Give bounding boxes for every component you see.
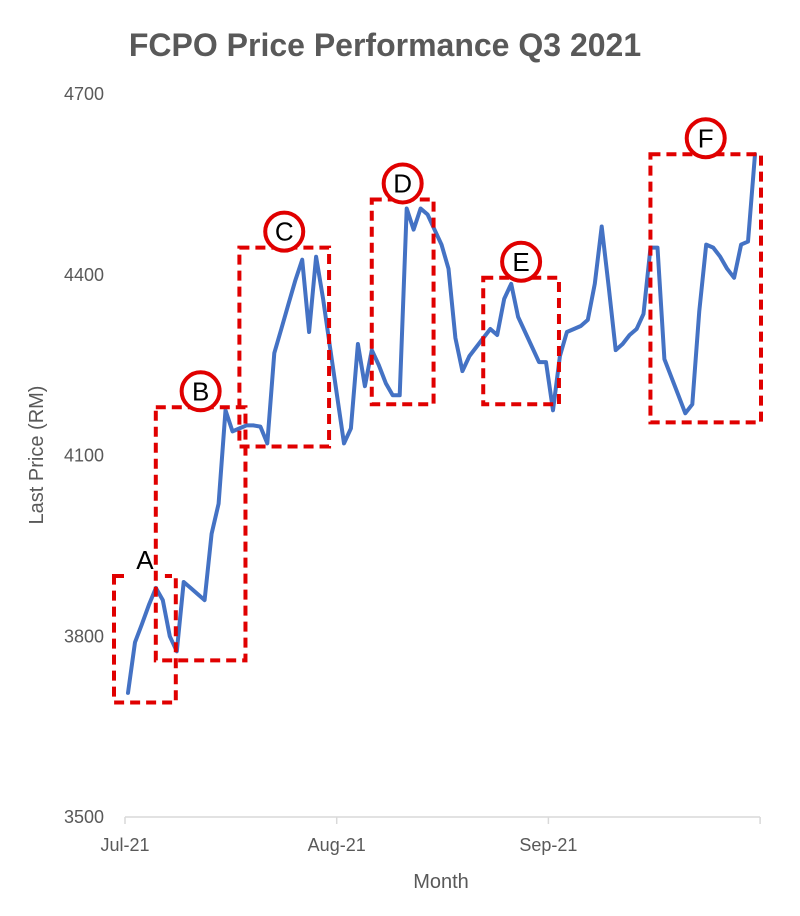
y-tick-label: 4100 [64, 446, 104, 466]
annotation-label: A [136, 545, 154, 575]
annotation-box [648, 152, 764, 425]
annotation-label: E [512, 247, 529, 277]
annotation-circle [500, 240, 543, 283]
annotation-label: F [698, 123, 714, 153]
x-axis-tick-marks [124, 817, 761, 824]
x-axis-title: Month [413, 871, 469, 893]
annotation-boxes: A B C D E F [112, 117, 764, 705]
annotation-c: C [237, 210, 332, 449]
annotation-box [369, 197, 436, 407]
x-axis-tick-labels: Jul-21 Aug-21 Sep-21 [100, 835, 577, 855]
annotation-circle [263, 210, 306, 253]
x-tick-label: Jul-21 [100, 835, 149, 855]
annotation-e: E [481, 240, 561, 407]
annotation-d: D [369, 162, 436, 407]
annotation-box [112, 574, 178, 705]
annotation-f: F [648, 117, 764, 425]
annotation-a: A [112, 540, 178, 705]
y-tick-label: 3800 [64, 626, 104, 646]
series-line-last-price [126, 152, 757, 695]
x-tick-label: Aug-21 [308, 835, 366, 855]
y-axis-title: Last Price (RM) [26, 386, 48, 525]
annotation-label: D [393, 168, 412, 198]
annotation-circle [179, 370, 222, 413]
annotation-b: B [153, 370, 248, 663]
chart-title: FCPO Price Performance Q3 2021 [129, 27, 641, 63]
y-tick-label: 4400 [64, 265, 104, 285]
x-tick-label: Sep-21 [519, 835, 577, 855]
series-data-points [127, 153, 757, 695]
y-tick-label: 4700 [64, 84, 104, 104]
annotation-label: B [192, 376, 209, 406]
annotation-label-bg [124, 540, 165, 580]
y-axis-tick-labels: 3500 3800 4100 4400 4700 [64, 84, 104, 827]
y-tick-label: 3500 [64, 807, 104, 827]
annotation-label: C [275, 217, 294, 247]
annotation-circle [684, 117, 727, 160]
annotation-circle [381, 162, 424, 205]
annotation-box [153, 405, 248, 663]
